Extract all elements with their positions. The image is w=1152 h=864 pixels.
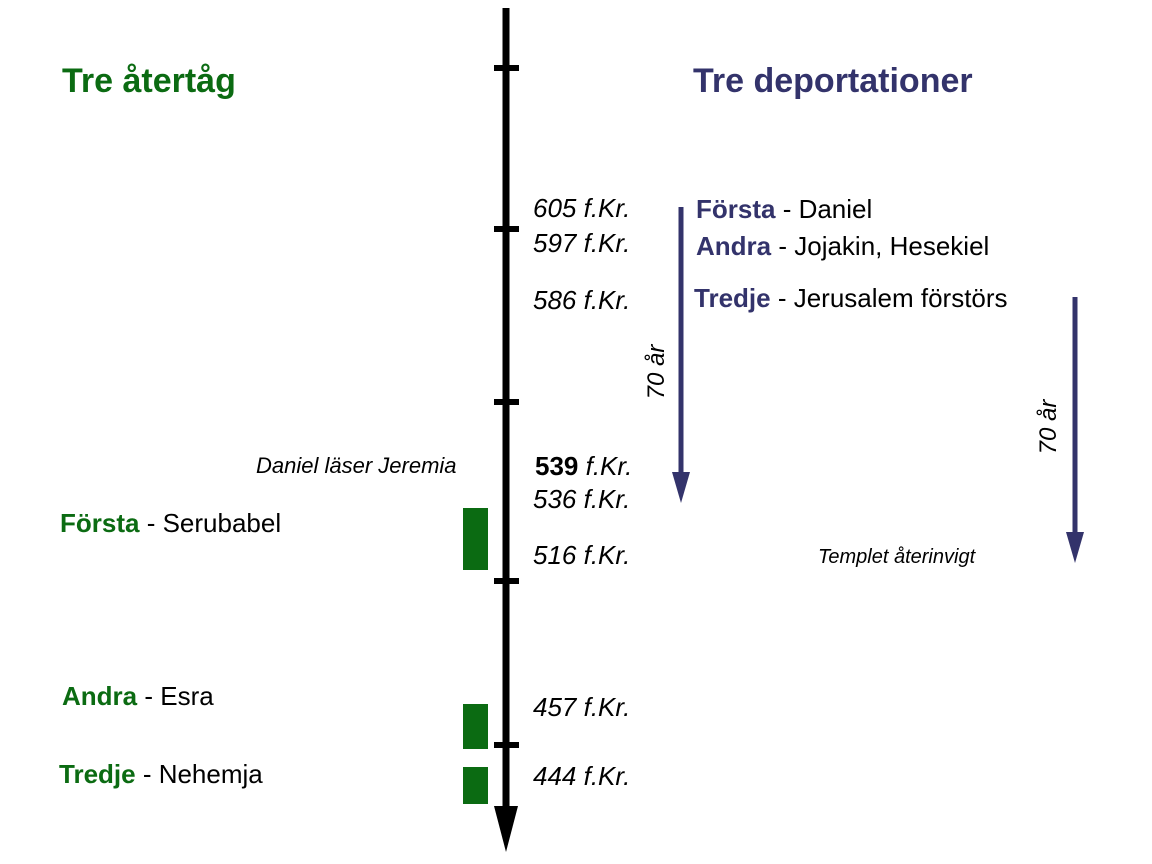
return-bar-esra [463,704,488,749]
deportation-second: Andra - Jojakin, Hesekiel [696,231,989,262]
title-deportations: Tre deportationer [693,62,973,100]
note-temple-rededicated: Templet återinvigt [818,546,976,568]
date-457: 457 f.Kr. [533,692,631,722]
return-second-text: - Esra [137,681,214,711]
note-daniel-reads-jeremiah: Daniel läser Jeremia [256,453,457,478]
deportation-second-text: - Jojakin, Hesekiel [771,231,990,261]
date-516: 516 f.Kr. [533,540,631,570]
date-536: 536 f.Kr. [533,484,631,514]
return-bar-serubabel [463,508,488,570]
deportation-first-text: - Daniel [775,194,873,224]
seventy-years-label-right: 70 år [1035,399,1062,455]
return-first-text: - Serubabel [139,508,282,538]
seventy-years-label-left: 70 år [643,344,670,400]
deportation-first: Första - Daniel [696,194,872,225]
deportation-third-text: - Jerusalem förstörs [770,283,1008,313]
deportation-third-keyword: Tredje [694,283,771,313]
timeline-arrowhead [494,806,518,852]
return-second: Andra - Esra [62,681,214,712]
seventy-years-arrowhead-left [672,472,690,503]
return-second-keyword: Andra [62,681,138,711]
seventy-years-arrowhead-right [1066,532,1084,563]
return-third-text: - Nehemja [135,759,263,789]
return-bar-nehemja [463,767,488,804]
return-first: Första - Serubabel [60,508,281,539]
date-539-suffix: f.Kr. [578,451,633,481]
date-444: 444 f.Kr. [533,761,631,791]
deportation-second-keyword: Andra [696,231,772,261]
return-third: Tredje - Nehemja [59,759,263,790]
date-539-year: 539 [535,451,579,481]
date-605: 605 f.Kr. [533,193,631,223]
title-returns: Tre återtåg [62,62,236,100]
return-first-keyword: Första [60,508,140,538]
deportation-first-keyword: Första [696,194,776,224]
date-539: 539 f.Kr. [535,451,632,482]
date-586: 586 f.Kr. [533,285,631,315]
return-third-keyword: Tredje [59,759,136,789]
date-597: 597 f.Kr. [533,228,631,258]
deportation-third: Tredje - Jerusalem förstörs [694,283,1008,314]
